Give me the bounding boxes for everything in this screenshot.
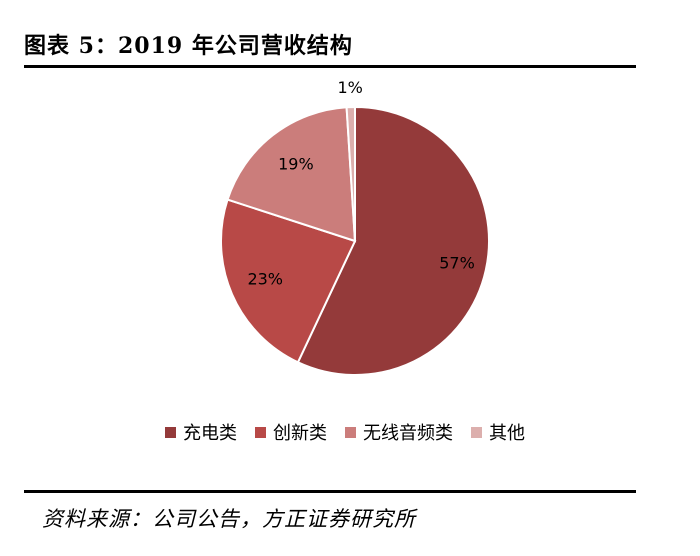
legend-item-other: 其他 [471, 419, 525, 445]
top-rule [24, 65, 636, 68]
pie-slice-innovation [220, 198, 357, 364]
data-label-wireless-audio: 19% [278, 154, 314, 173]
data-label-innovation: 23% [247, 269, 283, 288]
bottom-rule [24, 490, 636, 493]
legend-swatch-charging [165, 426, 176, 438]
legend-label-other: 其他 [489, 423, 525, 444]
legend-item-charging: 充电类 [165, 419, 237, 445]
pie-slice-wireless-audio [226, 106, 357, 243]
legend: 充电类 创新类 无线音频类 其他 [165, 419, 543, 445]
legend-swatch-other [471, 426, 482, 438]
legend-swatch-innovation [255, 426, 266, 438]
legend-label-wireless-audio: 无线音频类 [363, 423, 453, 444]
data-label-other: 1% [338, 78, 363, 97]
data-label-charging: 57% [439, 253, 475, 272]
legend-swatch-wireless-audio [345, 426, 356, 438]
pie-slice-other [345, 105, 356, 242]
legend-item-innovation: 创新类 [255, 419, 327, 445]
source-note: 资料来源：公司公告，方正证券研究所 [42, 507, 416, 531]
legend-label-charging: 充电类 [183, 423, 237, 444]
legend-item-wireless-audio: 无线音频类 [345, 419, 453, 445]
legend-label-innovation: 创新类 [273, 423, 327, 444]
chart-title: 图表 5：2019 年公司营收结构 [24, 33, 353, 59]
pie-slice-charging [296, 105, 490, 376]
